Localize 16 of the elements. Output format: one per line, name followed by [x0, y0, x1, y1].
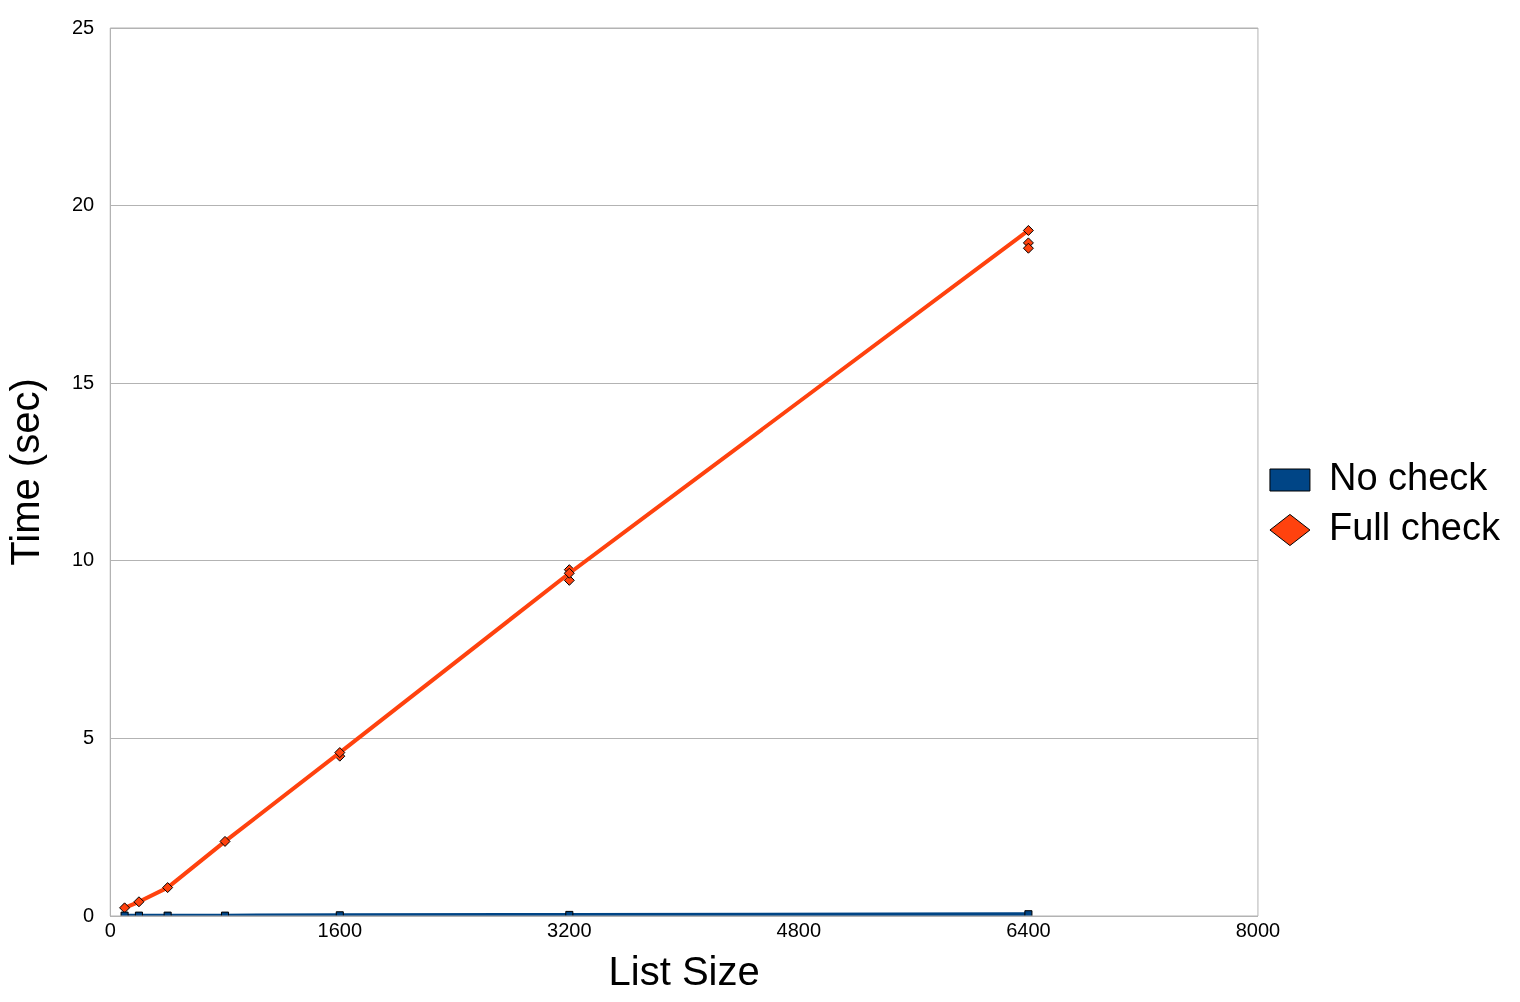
x-tick-label: 4800 [776, 918, 822, 941]
y-axis-title: Time (sec) [3, 378, 48, 566]
y-tick-label: 15 [72, 370, 95, 393]
x-tick-label: 1600 [317, 918, 363, 941]
x-tick-label: 3200 [547, 918, 592, 941]
y-tick-label: 10 [72, 548, 95, 571]
legend-label: No check [1328, 456, 1489, 499]
x-tick-label: 6400 [1006, 918, 1051, 941]
y-tick-label: 0 [83, 903, 95, 926]
y-tick-label: 25 [72, 15, 95, 38]
y-tick-label: 20 [72, 193, 95, 216]
x-tick-label: 8000 [1235, 918, 1281, 941]
x-axis-title: List Size [608, 949, 760, 994]
y-tick-label: 5 [83, 725, 95, 748]
legend-label: Full check [1328, 506, 1501, 549]
x-tick-label: 0 [104, 918, 116, 941]
